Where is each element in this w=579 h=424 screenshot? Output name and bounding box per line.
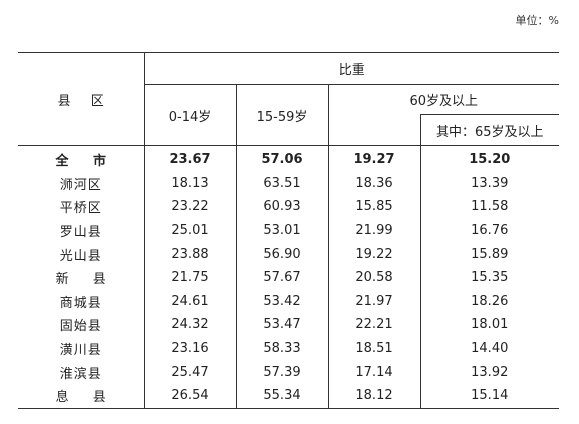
value-0-14: 25.47: [143, 360, 236, 384]
value-65-plus: 13.39: [419, 171, 560, 196]
value-60-plus: 18.12: [327, 383, 420, 409]
table-row: 潢川县 23.16 58.33 18.51 14.40: [18, 336, 560, 361]
value-15-59: 57.67: [235, 265, 328, 290]
value-15-59: 53.42: [235, 289, 328, 314]
county-name: 固始县: [59, 319, 102, 335]
age-0-14-header: 0-14岁: [143, 84, 236, 146]
value-0-14: 26.54: [143, 383, 236, 409]
value-60-plus: 21.97: [327, 289, 420, 314]
county-name: 潢川县: [59, 343, 102, 359]
value-15-59: 56.90: [235, 242, 328, 266]
value-15-59: 57.39: [235, 360, 328, 384]
age-65-plus-header: 其中：65岁及以上: [419, 114, 560, 146]
value-15-59: 53.01: [235, 218, 328, 243]
age-60-plus-header-spacer: [327, 114, 420, 146]
value-65-plus: 15.89: [419, 242, 560, 266]
county-name: 商城县: [59, 295, 102, 311]
table-row: 淮滨县 25.47 57.39 17.14 13.92: [18, 360, 560, 384]
county-name: 平桥区: [59, 201, 102, 217]
county-name: 浉河区: [59, 177, 102, 193]
age-15-59-header: 15-59岁: [235, 84, 328, 146]
value-15-59: 57.06: [235, 145, 328, 172]
county-name: 全 市: [55, 154, 117, 170]
age-60-plus-header: 60岁及以上: [327, 84, 560, 115]
value-65-plus: 15.20: [419, 145, 560, 172]
value-60-plus: 15.85: [327, 195, 420, 219]
value-60-plus: 18.36: [327, 171, 420, 196]
population-ratio-table: 县 区 比重 0-14岁 15-59岁 60岁及以上 其中：65岁及以上 全 市…: [18, 52, 560, 409]
value-0-14: 18.13: [143, 171, 236, 196]
value-15-59: 53.47: [235, 313, 328, 337]
county-name: 淮滨县: [59, 366, 102, 382]
value-65-plus: 18.26: [419, 289, 560, 314]
value-0-14: 23.16: [143, 336, 236, 361]
value-0-14: 23.88: [143, 242, 236, 266]
value-65-plus: 18.01: [419, 313, 560, 337]
value-60-plus: 20.58: [327, 265, 420, 290]
value-0-14: 24.61: [143, 289, 236, 314]
table-row: 固始县 24.32 53.47 22.21 18.01: [18, 313, 560, 337]
value-15-59: 63.51: [235, 171, 328, 196]
table-row: 平桥区 23.22 60.93 15.85 11.58: [18, 195, 560, 219]
table-row: 息 县 26.54 55.34 18.12 15.14: [18, 383, 560, 409]
value-0-14: 23.67: [143, 145, 236, 172]
value-15-59: 55.34: [235, 383, 328, 409]
value-60-plus: 17.14: [327, 360, 420, 384]
value-65-plus: 11.58: [419, 195, 560, 219]
value-0-14: 24.32: [143, 313, 236, 337]
value-15-59: 60.93: [235, 195, 328, 219]
value-60-plus: 22.21: [327, 313, 420, 337]
table-row-total: 全 市 23.67 57.06 19.27 15.20: [18, 145, 560, 172]
table-row: 新 县 21.75 57.67 20.58 15.35: [18, 265, 560, 290]
county-name: 光山县: [59, 248, 102, 264]
county-name: 新 县: [55, 272, 116, 288]
value-65-plus: 15.35: [419, 265, 560, 290]
value-65-plus: 13.92: [419, 360, 560, 384]
county-column-header: 县 区: [18, 52, 144, 146]
value-0-14: 23.22: [143, 195, 236, 219]
value-60-plus: 18.51: [327, 336, 420, 361]
value-0-14: 21.75: [143, 265, 236, 290]
value-60-plus: 19.27: [327, 145, 420, 172]
ratio-group-header: 比重: [143, 52, 560, 85]
value-0-14: 25.01: [143, 218, 236, 243]
value-65-plus: 15.14: [419, 383, 560, 409]
table-row: 商城县 24.61 53.42 21.97 18.26: [18, 289, 560, 314]
value-60-plus: 21.99: [327, 218, 420, 243]
table-row: 光山县 23.88 56.90 19.22 15.89: [18, 242, 560, 266]
table-row: 浉河区 18.13 63.51 18.36 13.39: [18, 171, 560, 196]
value-15-59: 58.33: [235, 336, 328, 361]
value-60-plus: 19.22: [327, 242, 420, 266]
unit-label: 单位：%: [515, 14, 559, 27]
table-row: 罗山县 25.01 53.01 21.99 16.76: [18, 218, 560, 243]
value-65-plus: 14.40: [419, 336, 560, 361]
value-65-plus: 16.76: [419, 218, 560, 243]
county-name: 息 县: [18, 383, 144, 409]
county-name: 罗山县: [59, 225, 102, 241]
